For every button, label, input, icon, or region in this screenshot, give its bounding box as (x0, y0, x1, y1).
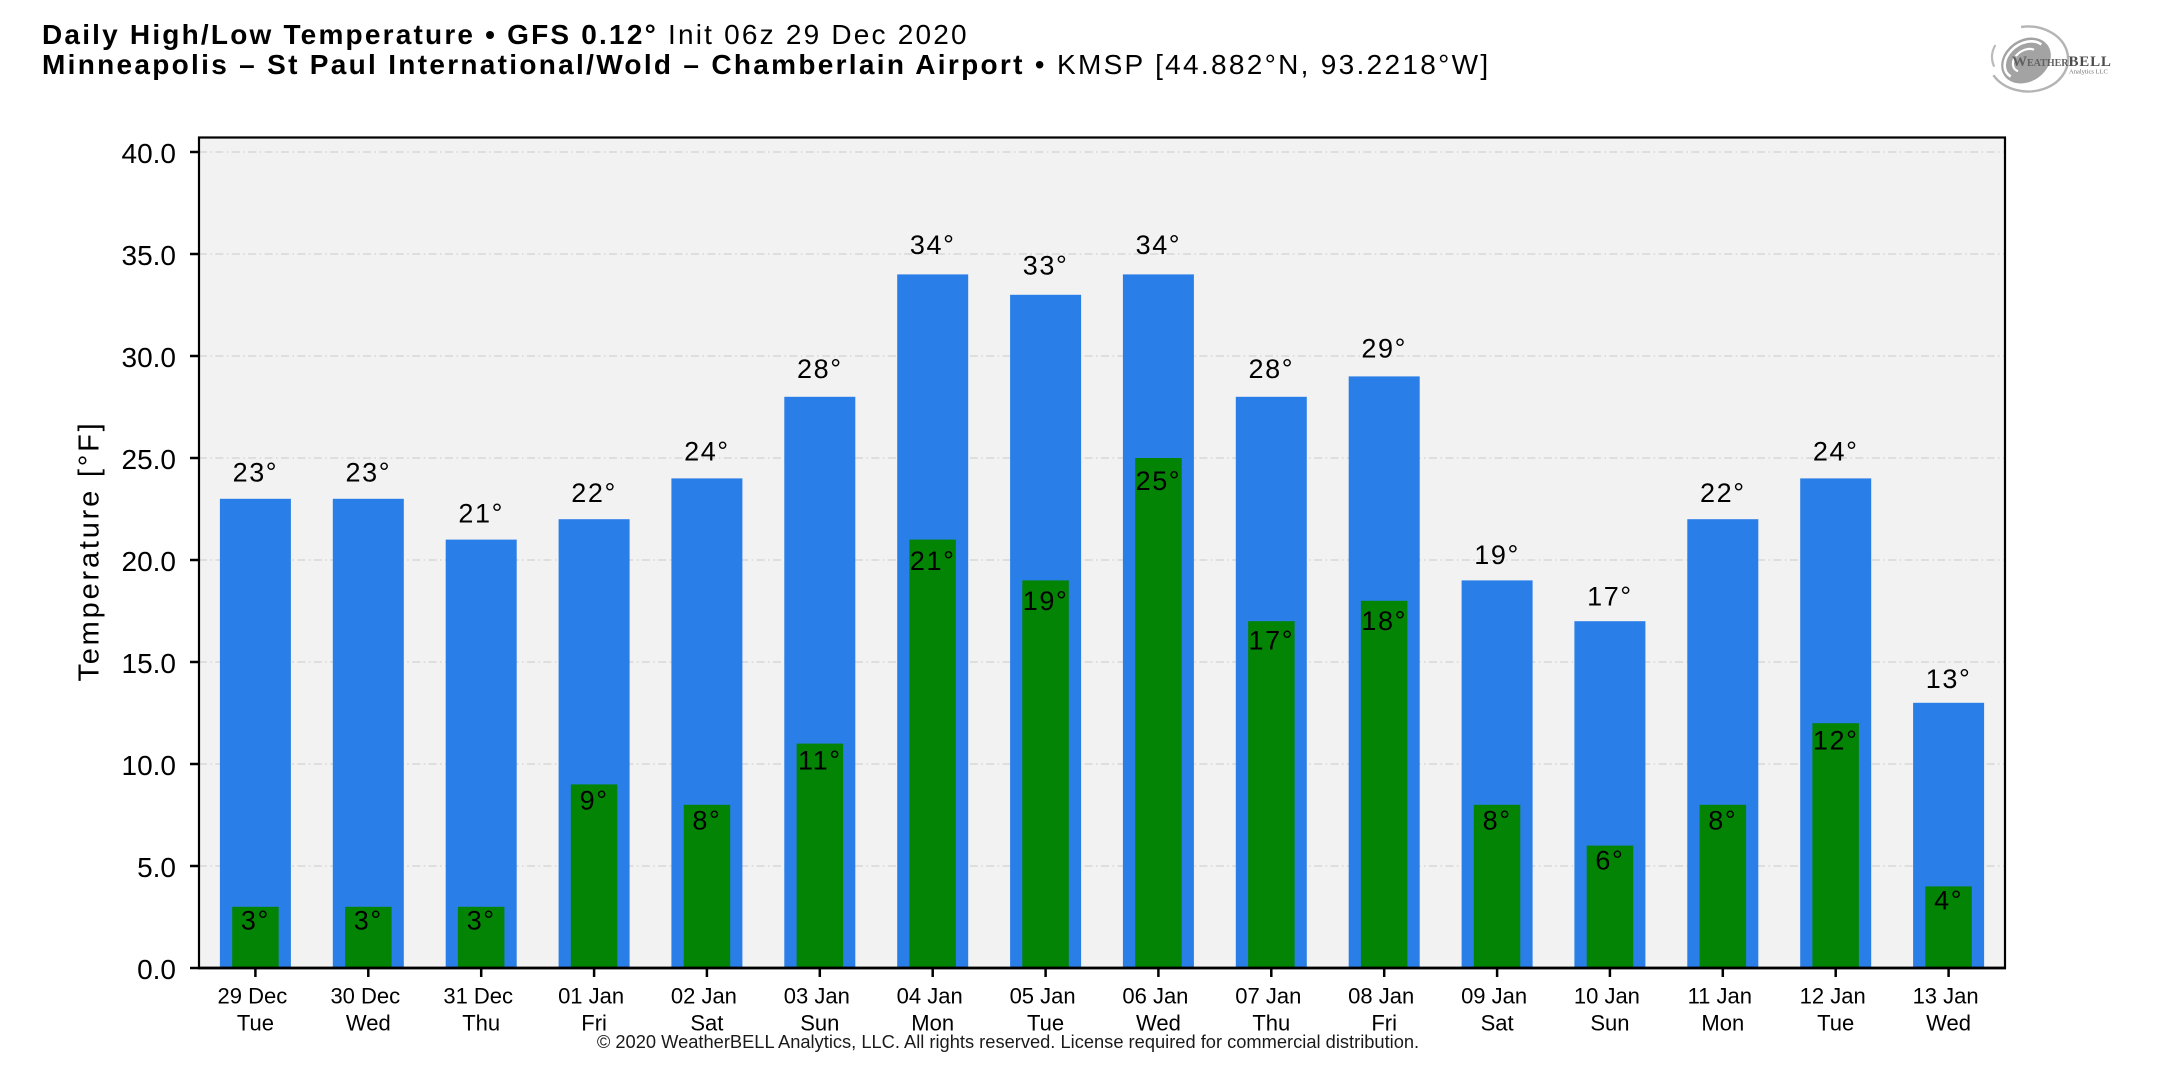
svg-text:12 Jan: 12 Jan (1800, 984, 1866, 1009)
svg-text:34°: 34° (910, 230, 956, 260)
svg-text:08 Jan: 08 Jan (1348, 984, 1414, 1009)
svg-text:10.0: 10.0 (122, 750, 177, 781)
svg-text:28°: 28° (797, 354, 843, 384)
svg-text:06 Jan: 06 Jan (1122, 984, 1188, 1009)
svg-text:11 Jan: 11 Jan (1688, 984, 1752, 1009)
svg-text:02 Jan: 02 Jan (671, 984, 737, 1009)
svg-text:Fri: Fri (581, 1011, 607, 1036)
svg-text:Sat: Sat (1481, 1011, 1514, 1036)
svg-text:19°: 19° (1023, 586, 1069, 616)
svg-text:30 Dec: 30 Dec (330, 984, 400, 1009)
svg-text:07 Jan: 07 Jan (1235, 984, 1301, 1009)
svg-text:Wed: Wed (346, 1011, 391, 1036)
svg-text:23°: 23° (345, 457, 391, 487)
svg-text:18°: 18° (1361, 606, 1407, 636)
svg-text:© 2020 WeatherBELL Analytics,: © 2020 WeatherBELL Analytics, LLC. All r… (597, 1031, 1419, 1052)
svg-text:20.0: 20.0 (122, 546, 177, 577)
svg-text:Sun: Sun (800, 1011, 839, 1036)
svg-text:5.0: 5.0 (137, 852, 176, 883)
svg-text:Wed: Wed (1136, 1011, 1181, 1036)
svg-text:11°: 11° (798, 746, 842, 776)
svg-text:Tue: Tue (1027, 1011, 1064, 1036)
svg-text:Analytics LLC: Analytics LLC (2069, 69, 2108, 76)
svg-text:13 Jan: 13 Jan (1913, 984, 1979, 1009)
svg-text:Sat: Sat (690, 1011, 723, 1036)
svg-text:Thu: Thu (1252, 1011, 1290, 1036)
svg-text:WEATHERBELL: WEATHERBELL (2012, 54, 2112, 70)
svg-text:Mon: Mon (911, 1011, 954, 1036)
svg-text:Minneapolis – St Paul Internat: Minneapolis – St Paul International/Wold… (42, 49, 1490, 80)
svg-text:8°: 8° (1708, 806, 1737, 836)
svg-text:21°: 21° (458, 499, 504, 529)
svg-text:0.0: 0.0 (137, 954, 176, 985)
svg-text:05 Jan: 05 Jan (1010, 984, 1076, 1009)
svg-text:3°: 3° (241, 906, 270, 936)
svg-text:23°: 23° (233, 457, 279, 487)
svg-text:15.0: 15.0 (122, 648, 177, 679)
svg-text:31 Dec: 31 Dec (443, 984, 513, 1009)
svg-text:22°: 22° (571, 478, 617, 508)
svg-text:Tue: Tue (237, 1011, 274, 1036)
svg-text:35.0: 35.0 (122, 240, 177, 271)
svg-text:Daily High/Low Temperature • G: Daily High/Low Temperature • GFS 0.12° I… (42, 19, 969, 50)
svg-text:Thu: Thu (462, 1011, 500, 1036)
svg-text:03 Jan: 03 Jan (784, 984, 850, 1009)
svg-text:13°: 13° (1926, 664, 1972, 694)
svg-text:8°: 8° (692, 806, 721, 836)
svg-text:Tue: Tue (1817, 1011, 1854, 1036)
svg-text:Mon: Mon (1701, 1011, 1744, 1036)
svg-text:40.0: 40.0 (122, 138, 177, 169)
svg-text:19°: 19° (1474, 540, 1520, 570)
svg-text:12°: 12° (1813, 726, 1859, 756)
svg-text:29 Dec: 29 Dec (218, 984, 288, 1009)
svg-text:17°: 17° (1248, 626, 1294, 656)
svg-text:4°: 4° (1934, 886, 1963, 916)
svg-text:9°: 9° (580, 786, 609, 816)
svg-text:34°: 34° (1136, 230, 1182, 260)
svg-text:3°: 3° (354, 906, 383, 936)
svg-text:21°: 21° (910, 546, 956, 576)
svg-text:29°: 29° (1361, 333, 1407, 363)
svg-text:33°: 33° (1023, 251, 1069, 281)
svg-text:Sun: Sun (1590, 1011, 1629, 1036)
svg-text:04 Jan: 04 Jan (897, 984, 963, 1009)
svg-text:22°: 22° (1700, 478, 1746, 508)
svg-text:8°: 8° (1483, 806, 1512, 836)
svg-text:09 Jan: 09 Jan (1461, 984, 1527, 1009)
svg-text:28°: 28° (1248, 354, 1294, 384)
svg-text:24°: 24° (684, 437, 730, 467)
svg-text:Fri: Fri (1371, 1011, 1397, 1036)
svg-text:Wed: Wed (1926, 1011, 1971, 1036)
svg-text:Temperature [°F]: Temperature [°F] (74, 420, 106, 681)
svg-text:24°: 24° (1813, 437, 1859, 467)
svg-text:01 Jan: 01 Jan (558, 984, 624, 1009)
svg-text:25.0: 25.0 (122, 444, 177, 475)
svg-text:30.0: 30.0 (122, 342, 177, 373)
svg-text:6°: 6° (1595, 846, 1624, 876)
svg-text:17°: 17° (1587, 581, 1633, 611)
svg-text:25°: 25° (1136, 466, 1182, 496)
svg-text:3°: 3° (467, 906, 496, 936)
svg-text:10 Jan: 10 Jan (1574, 984, 1640, 1009)
